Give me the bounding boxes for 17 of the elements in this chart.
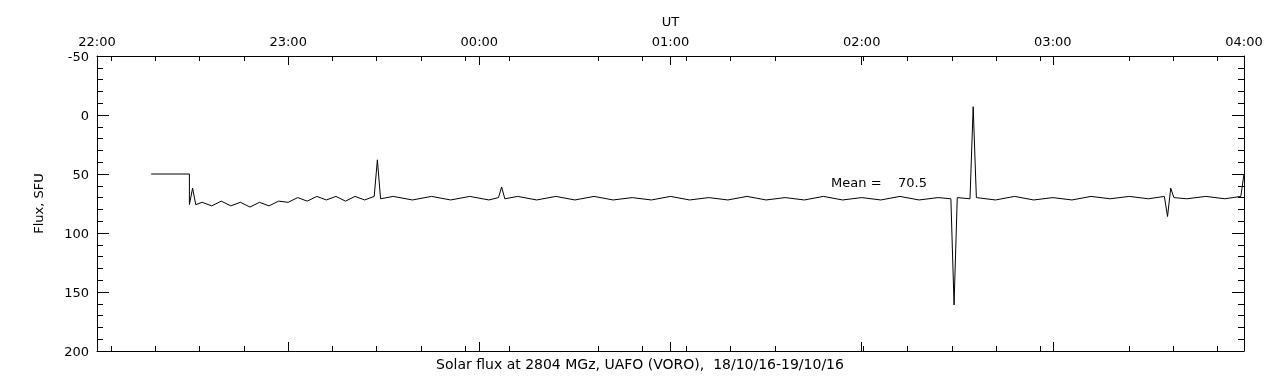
y-tick-label: 100 <box>64 225 89 241</box>
y-tick-label: 0 <box>80 107 89 123</box>
y-tick-label: -50 <box>67 48 89 64</box>
x-tick-label: 23:00 <box>269 34 307 49</box>
annotation: Mean = 70.5 <box>831 175 927 190</box>
x-tick-label: 00:00 <box>460 34 499 49</box>
y-tick-label: 200 <box>64 343 89 359</box>
x-tick-label: 01:00 <box>651 34 690 49</box>
x-tick-label: 22:00 <box>78 34 116 49</box>
y-tick-label: 150 <box>64 284 89 300</box>
y-axis-title: Flux, SFU <box>31 173 46 234</box>
x-axis-title: UT <box>661 14 680 29</box>
x-tick-label: 03:00 <box>1034 34 1072 49</box>
text: Solar flux at 2804 MGz, UAFO (VORO), 18/10/16-19/10/16 <box>436 356 845 372</box>
y-tick-label: 50 <box>72 166 89 182</box>
x-tick-label: 04:00 <box>1225 34 1263 49</box>
x-tick-label: 02:00 <box>842 34 881 49</box>
